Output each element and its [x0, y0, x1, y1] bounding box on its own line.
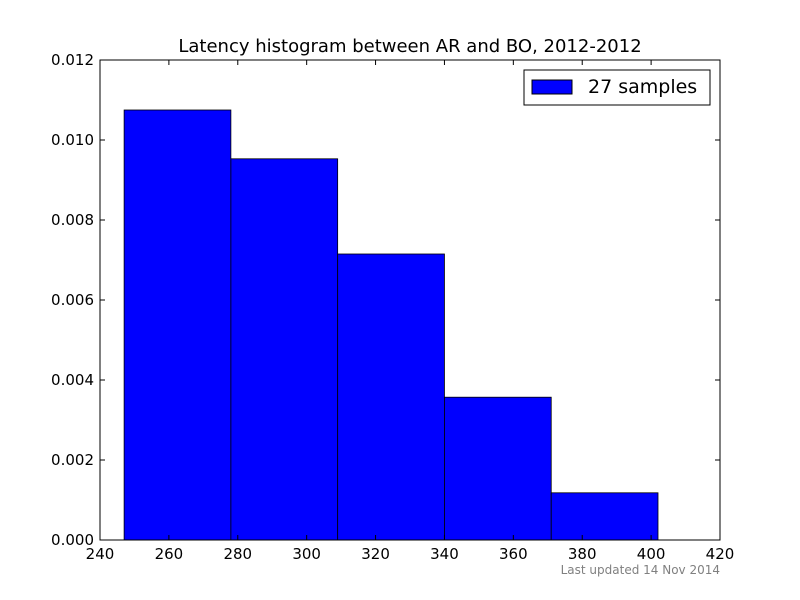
- x-tick-label-7: 380: [568, 545, 597, 563]
- histogram-bar-1: [230, 158, 339, 541]
- y-axis: 0.000 0.002 0.004 0.006 0.008 0.010 0.012: [51, 51, 720, 549]
- legend-label: 27 samples: [588, 76, 697, 98]
- legend-swatch: [531, 79, 573, 95]
- histogram-bar-0: [123, 109, 232, 541]
- histogram-bars: [123, 109, 659, 541]
- y-tick-label-6: 0.012: [51, 51, 94, 69]
- y-tick-label-4: 0.008: [51, 211, 94, 229]
- x-tick-label-6: 360: [499, 545, 528, 563]
- x-tick-label-4: 320: [361, 545, 390, 563]
- chart-title: Latency histogram between AR and BO, 201…: [178, 36, 641, 57]
- y-tick-label-1: 0.002: [51, 451, 94, 469]
- y-tick-label-2: 0.004: [51, 371, 94, 389]
- x-axis: 240 260 280 300 320 340 360 380 400 420: [86, 60, 735, 563]
- x-tick-label-1: 260: [155, 545, 184, 563]
- histogram-bar-4: [550, 492, 659, 541]
- last-updated-note: Last updated 14 Nov 2014: [561, 563, 720, 577]
- x-tick-label-3: 300: [292, 545, 321, 563]
- histogram-bar-2: [337, 253, 445, 541]
- y-tick-label-0: 0.000: [51, 531, 94, 549]
- x-tick-label-9: 420: [706, 545, 735, 563]
- x-tick-label-8: 400: [637, 545, 666, 563]
- x-tick-label-5: 340: [430, 545, 459, 563]
- y-tick-label-3: 0.006: [51, 291, 94, 309]
- histogram-bar-3: [444, 396, 552, 541]
- x-tick-label-2: 280: [223, 545, 252, 563]
- x-tick-label-0: 240: [86, 545, 115, 563]
- legend: 27 samples: [523, 69, 711, 106]
- y-tick-label-5: 0.010: [51, 131, 94, 149]
